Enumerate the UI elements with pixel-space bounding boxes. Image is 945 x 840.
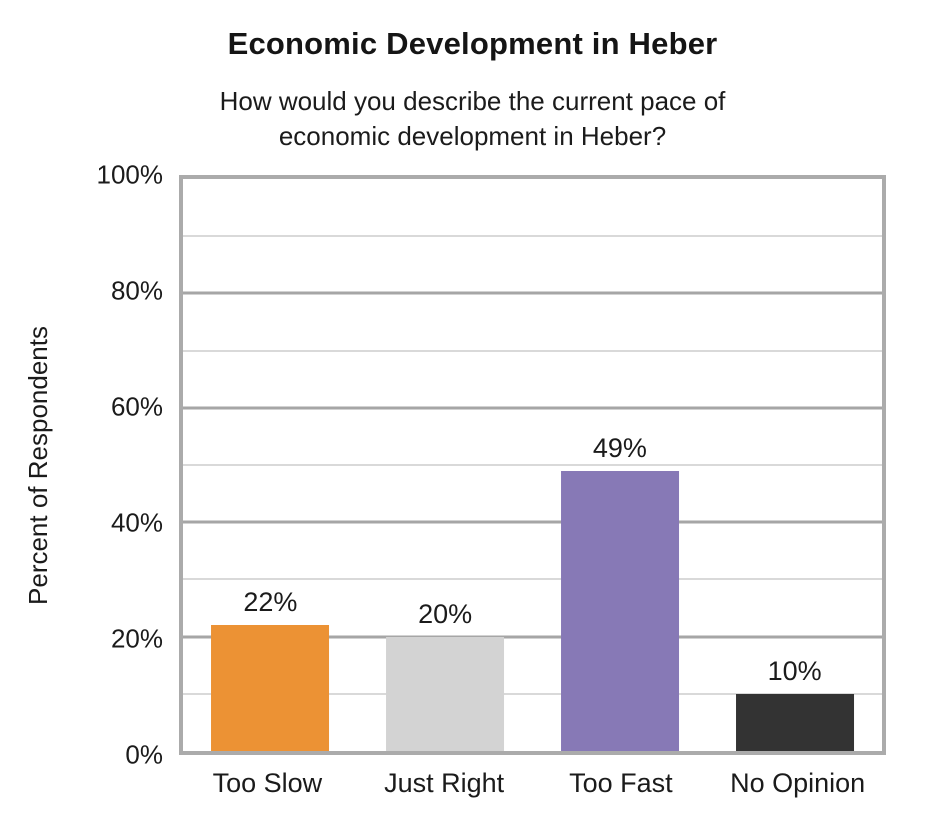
bar-too-fast <box>560 470 679 751</box>
bar-column-too-fast: 49% <box>533 179 708 751</box>
chart-subtitle-line-2: economic development in Heber? <box>278 121 667 151</box>
chart-title: Economic Development in Heber <box>227 26 718 61</box>
x-label-no-opinion: No Opinion <box>730 768 866 798</box>
y-axis-tick-labels: 0% 20% 40% 60% 80% 100% <box>0 160 164 770</box>
chart-subtitle-line-1: How would you describe the current pace … <box>219 86 726 116</box>
bar-column-just-right: 20% <box>358 179 533 751</box>
x-label-too-slow: Too Slow <box>212 768 323 798</box>
value-label-too-fast: 49% <box>584 431 655 464</box>
minor-gridline-10 <box>183 692 882 695</box>
minor-gridline-70 <box>183 349 882 352</box>
major-gridline-60 <box>183 406 882 410</box>
y-tick-label-20: 20% <box>110 623 163 654</box>
y-tick-label-0: 0% <box>125 739 163 770</box>
chart-subtitle: How would you describe the current pace … <box>0 84 945 154</box>
x-label-too-fast: Too Fast <box>569 768 673 798</box>
major-gridline-20 <box>183 635 882 639</box>
minor-gridline-30 <box>183 578 882 581</box>
major-gridline-40 <box>183 520 882 524</box>
y-tick-label-80: 80% <box>110 275 163 306</box>
bar-just-right <box>386 636 505 751</box>
y-tick-label-40: 40% <box>110 507 163 538</box>
value-label-no-opinion: 10% <box>759 654 830 687</box>
bar-too-slow <box>211 625 330 751</box>
value-label-too-slow: 22% <box>235 586 306 619</box>
bar-column-too-slow: 22% <box>183 179 358 751</box>
minor-gridline-90 <box>183 235 882 238</box>
value-label-just-right: 20% <box>410 597 481 630</box>
y-tick-label-60: 60% <box>110 391 163 422</box>
x-axis-category-labels: Too Slow Just Right Too Fast No Opinion <box>179 768 886 799</box>
major-gridline-80 <box>183 291 882 295</box>
y-tick-label-100: 100% <box>96 159 164 190</box>
x-label-just-right: Just Right <box>384 768 505 798</box>
bar-no-opinion <box>735 693 854 751</box>
bar-column-no-opinion: 10% <box>707 179 882 751</box>
minor-gridline-50 <box>183 464 882 466</box>
plot-area: 22% 20% 49% 10% <box>179 175 886 755</box>
